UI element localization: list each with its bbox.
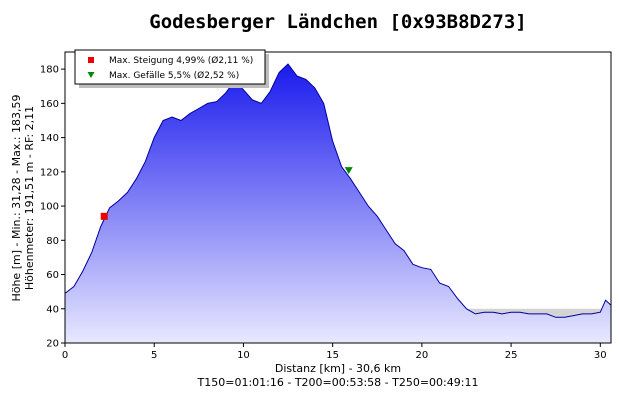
marker-max-gefaelle [344,167,353,175]
x-axis-label-times: T150=01:01:16 - T200=00:53:58 - T250=00:… [197,376,479,389]
y-tick-label: 100 [40,202,59,213]
x-tick-label: 10 [237,350,250,361]
legend-marker-steigung [88,57,94,63]
x-tick-label: 0 [62,350,68,361]
legend: Max. Steigung 4,99% (Ø2,11 %) Max. Gefäl… [74,49,269,88]
legend-label-steigung: Max. Steigung 4,99% (Ø2,11 %) [109,55,253,66]
y-axis-ticks: 20 40 60 80 100 120 140 160 180 [40,65,65,350]
y-axis-label-climb: Höhenmeter: 191,51 m - RF: 2,11 [23,106,36,290]
x-axis-label: Distanz [km] - 30,6 km [275,362,401,375]
legend-label-gefaelle: Max. Gefälle 5,5% (Ø2,52 %) [109,70,239,81]
y-tick-label: 160 [40,99,59,110]
y-tick-label: 60 [46,270,59,281]
legend-box [74,49,266,85]
extreme-markers [100,167,353,220]
x-axis-ticks: 0 5 10 15 20 25 30 [62,343,607,361]
y-tick-label: 20 [46,339,59,350]
x-tick-label: 30 [594,350,607,361]
marker-max-steigung [100,212,108,220]
y-tick-label: 140 [40,133,59,144]
x-tick-label: 20 [415,350,428,361]
y-tick-label: 80 [46,236,59,247]
legend-marker-gefaelle [87,72,95,78]
x-tick-label: 5 [151,350,157,361]
x-tick-label: 25 [505,350,518,361]
chart-title: Godesberger Ländchen [0x93B8D273] [149,11,527,33]
x-tick-label: 15 [326,350,339,361]
elevation-line [65,63,611,318]
elevation-area [65,64,611,343]
y-tick-label: 120 [40,167,59,178]
y-tick-label: 40 [46,304,59,315]
y-tick-label: 180 [40,65,59,76]
plot-frame [64,51,612,344]
y-axis-label: Höhe [m] - Min.: 31,28 - Max.: 183,59 [10,94,23,301]
